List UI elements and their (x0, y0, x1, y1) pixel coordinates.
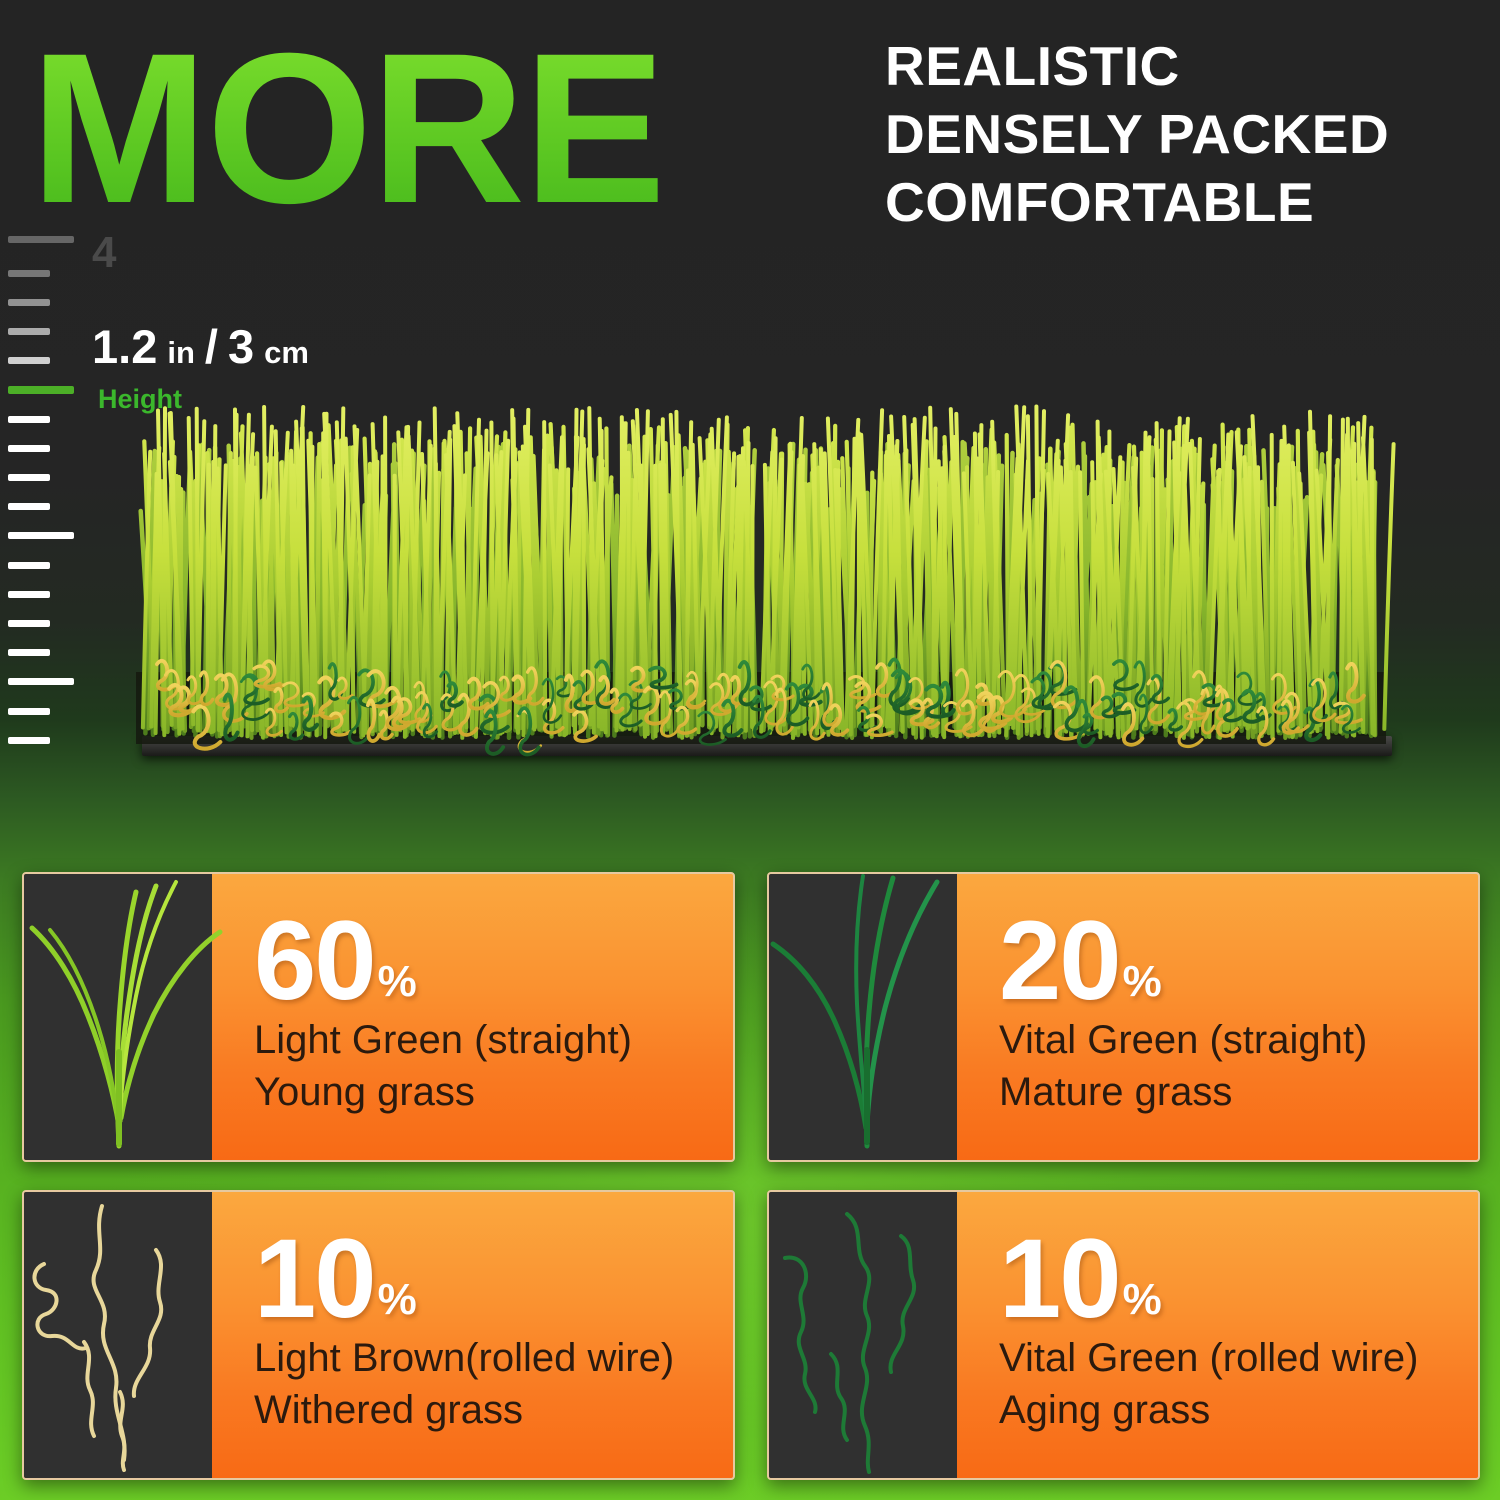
ruler-tick (8, 678, 74, 685)
composition-card[interactable]: 20 % Vital Green (straight) Mature grass (767, 872, 1480, 1162)
card-percent-row: 60 % (254, 892, 719, 1023)
card-thumbnail-panel (24, 874, 223, 1160)
card-description-line-1: Vital Green (straight) (999, 1018, 1368, 1062)
composition-card[interactable]: 60 % Light Green (straight) Young grass (22, 872, 735, 1162)
header: MORE REALISTIC DENSELY PACKED COMFORTABL… (0, 0, 1500, 250)
height-unit-inches: in (167, 335, 195, 370)
card-thumbnail-panel (769, 1192, 957, 1478)
ruler-tick (8, 236, 74, 243)
card-body: 10 % Light Brown(rolled wire) Withered g… (212, 1192, 733, 1478)
card-percent-row: 10 % (254, 1210, 719, 1341)
ruler-tick (8, 562, 50, 569)
height-caption: Height (98, 384, 182, 414)
card-percent-sign: % (377, 957, 417, 1006)
card-percent-value: 20 (999, 898, 1122, 1023)
ruler-tick (8, 474, 50, 481)
card-percent-value: 10 (999, 1216, 1122, 1341)
ruler-tick (8, 620, 50, 627)
headline-line-1: REALISTIC (885, 35, 1180, 97)
composition-card[interactable]: 10 % Light Brown(rolled wire) Withered g… (22, 1190, 735, 1480)
card-description-line-2: Young grass (254, 1070, 475, 1114)
ruler-tick (8, 532, 74, 539)
card-thumbnail-panel (769, 874, 957, 1160)
card-thumbnail-panel (24, 1192, 212, 1478)
light-green-straight-blades-icon (29, 880, 223, 1149)
card-description-line-1: Vital Green (rolled wire) (999, 1336, 1419, 1380)
card-body: 20 % Vital Green (straight) Mature grass (957, 874, 1478, 1160)
card-description-line-2: Mature grass (999, 1070, 1233, 1114)
card-description-line-1: Light Green (straight) (254, 1018, 632, 1062)
vital-green-straight-blades-icon (770, 874, 940, 1149)
ruler-tick (8, 416, 50, 423)
height-callout: 1.2 in /3 cm Height (92, 322, 309, 415)
ruler-tick-highlighted (8, 386, 74, 394)
card-percent-sign: % (377, 1275, 417, 1324)
page-title-more: MORE (30, 9, 666, 248)
height-separator: / (204, 320, 218, 373)
height-value-cm: 3 (227, 320, 255, 373)
ruler-tick (8, 503, 50, 510)
card-description-line-1: Light Brown(rolled wire) (254, 1336, 675, 1380)
ruler-tick (8, 649, 50, 656)
light-brown-rolled-wire-icon (32, 1204, 164, 1472)
card-body: 10 % Vital Green (rolled wire) Aging gra… (957, 1192, 1478, 1478)
composition-cards: 60 % Light Green (straight) Young grass (22, 872, 1480, 1480)
ruler-tick (8, 708, 50, 715)
ruler-tick (8, 270, 50, 277)
card-percent-row: 10 % (999, 1210, 1464, 1341)
headline-block: REALISTIC DENSELY PACKED COMFORTABLE (885, 32, 1485, 236)
ruler-tick (8, 737, 50, 744)
ruler-tick (8, 445, 50, 452)
ruler-tick (8, 328, 50, 335)
card-percent-value: 10 (254, 1216, 377, 1341)
turf-product-photo (96, 372, 1418, 764)
card-description-line-2: Withered grass (254, 1388, 523, 1432)
height-ruler (0, 236, 86, 756)
composition-card[interactable]: 10 % Vital Green (rolled wire) Aging gra… (767, 1190, 1480, 1480)
card-percent-row: 20 % (999, 892, 1464, 1023)
card-body: 60 % Light Green (straight) Young grass (212, 874, 733, 1160)
card-description-line-2: Aging grass (999, 1388, 1211, 1432)
card-percent-value: 60 (254, 898, 377, 1023)
headline-line-3: COMFORTABLE (885, 171, 1315, 233)
ruler-tick (8, 357, 50, 364)
ruler-number-label: 4 (92, 228, 117, 277)
turf-blades-illustration (136, 404, 1396, 757)
headline-line-2: DENSELY PACKED (885, 103, 1390, 165)
vital-green-rolled-wire-icon (783, 1212, 917, 1474)
ruler-tick (8, 299, 50, 306)
card-percent-sign: % (1122, 1275, 1162, 1324)
card-percent-sign: % (1122, 957, 1162, 1006)
ruler-tick (8, 591, 50, 598)
height-unit-cm: cm (264, 335, 309, 370)
height-value: 1.2 in /3 cm (92, 322, 309, 378)
height-value-inches: 1.2 (92, 320, 158, 373)
